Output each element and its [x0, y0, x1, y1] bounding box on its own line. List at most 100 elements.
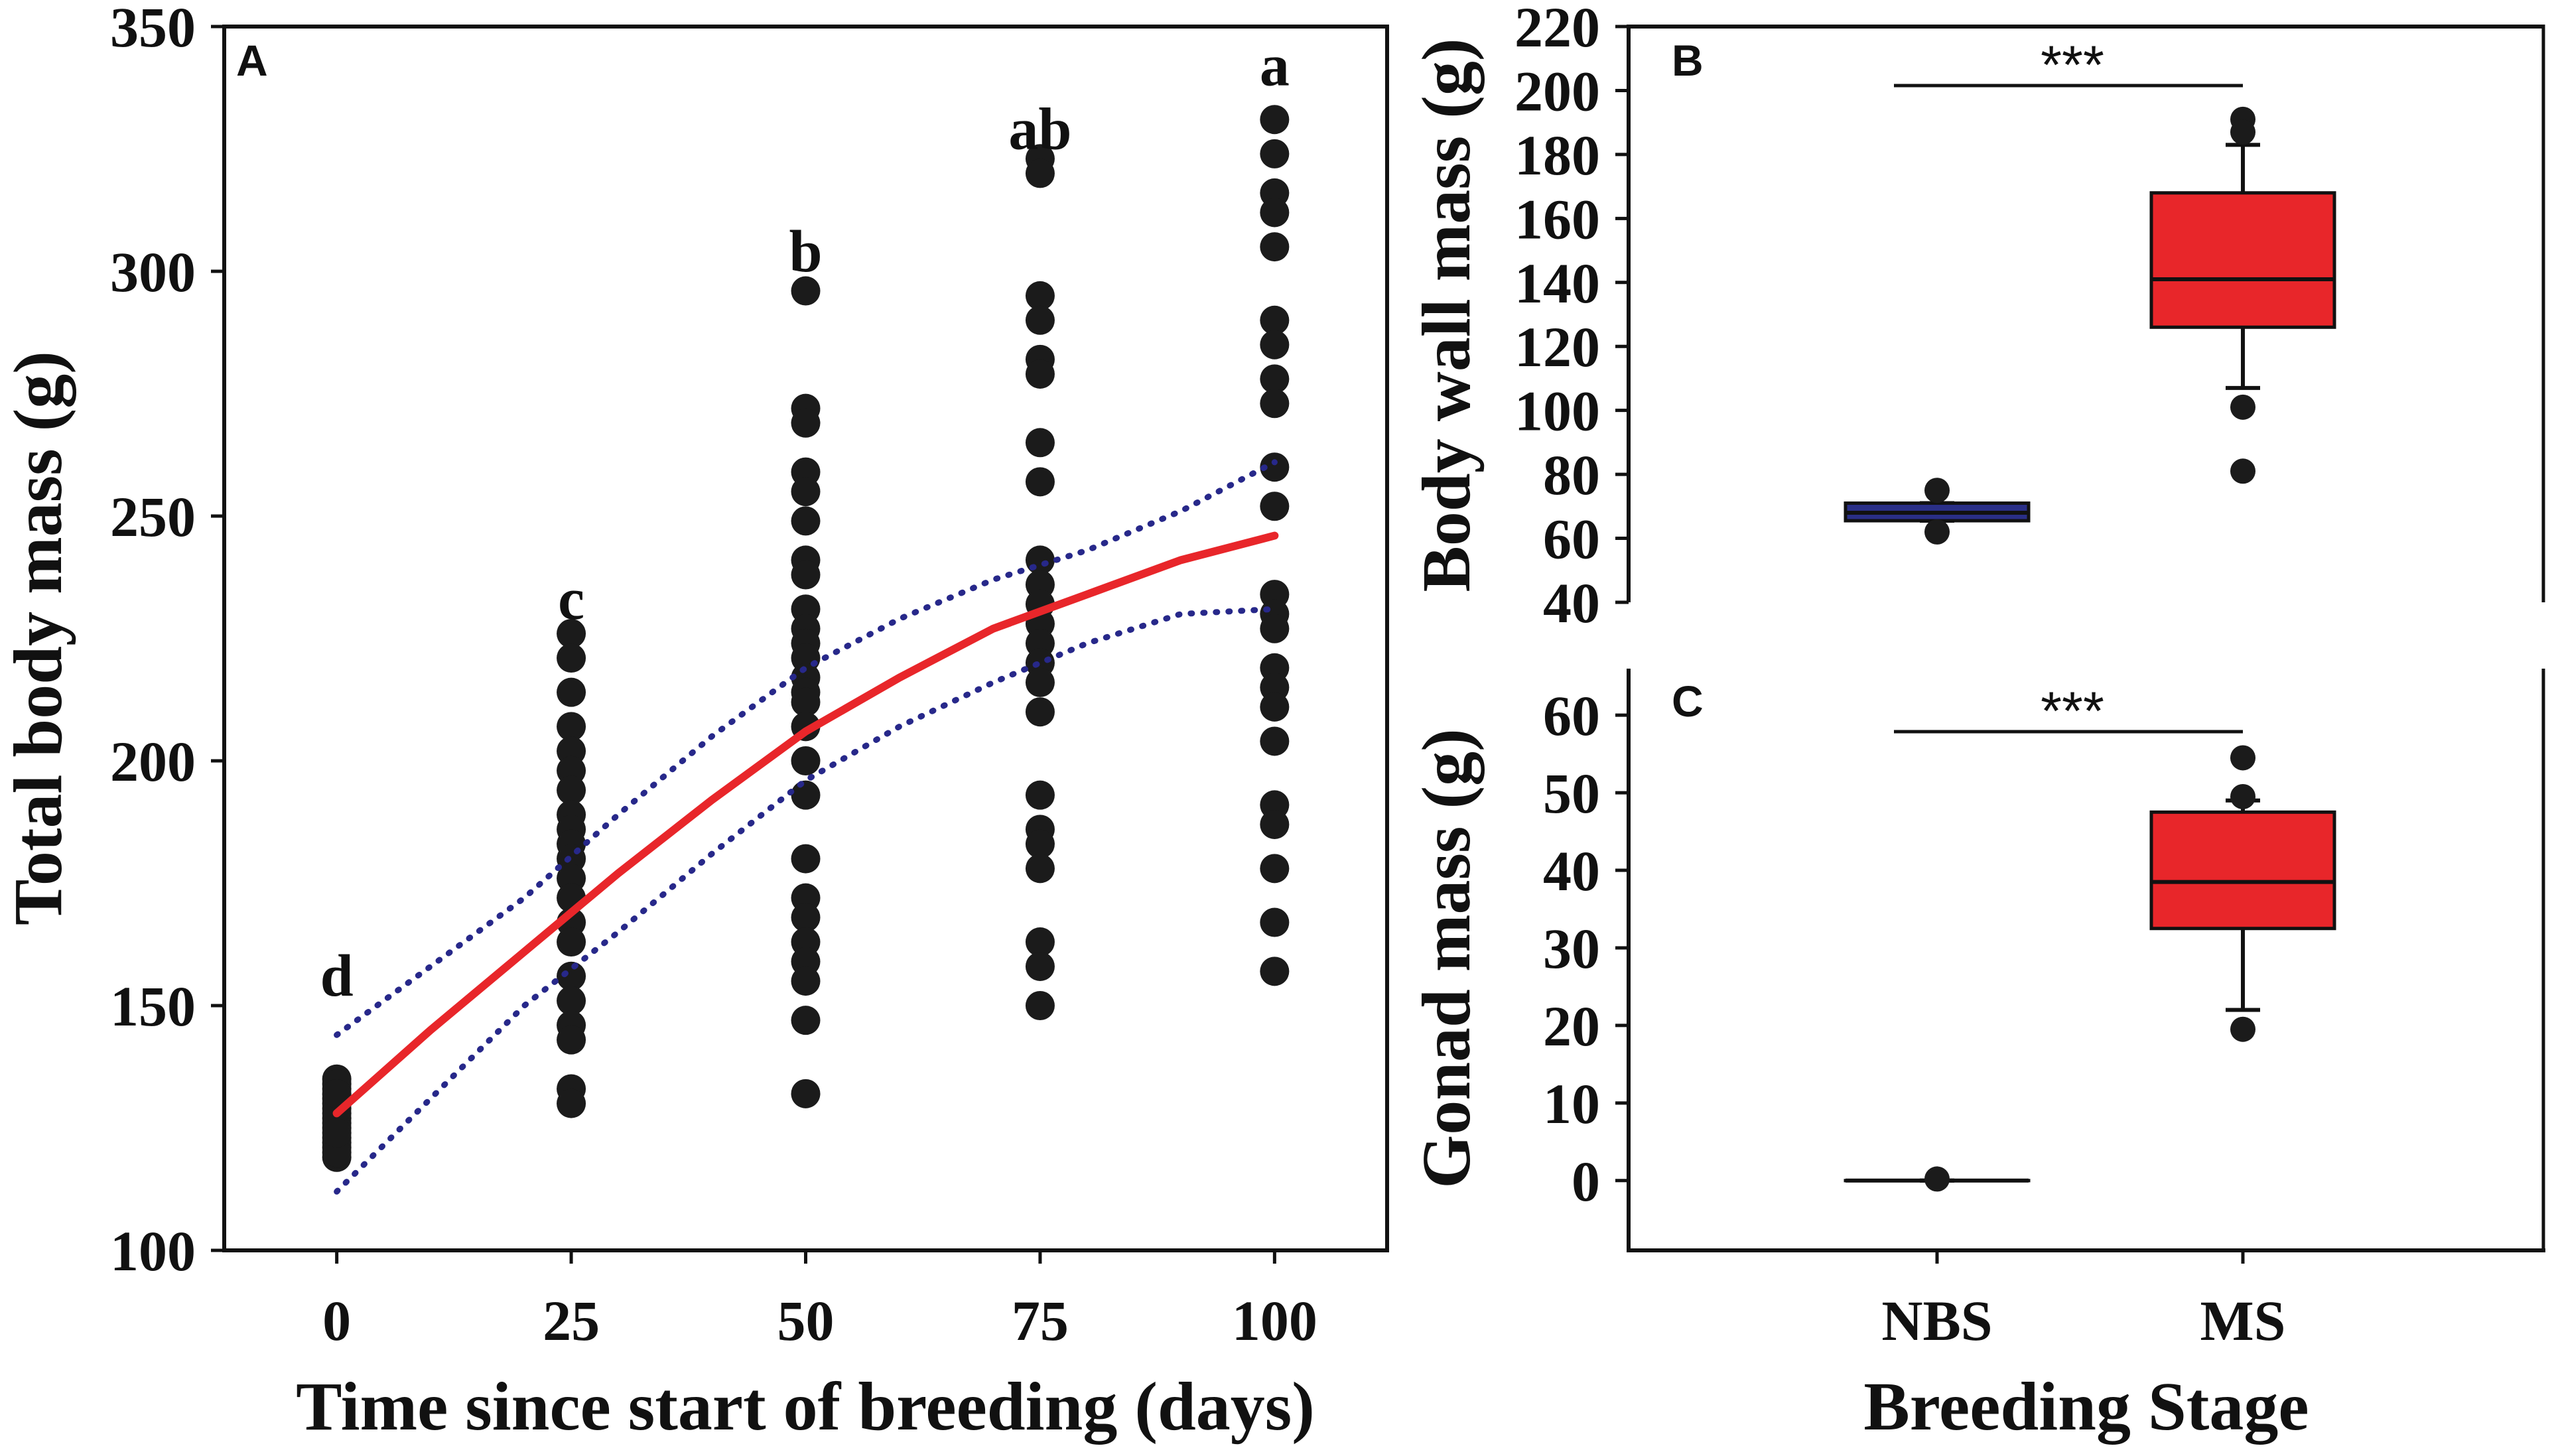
panel-a-group-letter: a — [1260, 33, 1290, 99]
panel-c-y-tick-label: 20 — [1543, 994, 1600, 1058]
panel-a-data-point — [1260, 614, 1290, 643]
panel-a-data-point — [1260, 492, 1290, 521]
panel-a-x-tick-label: 75 — [1012, 1289, 1069, 1353]
panel-c-y-tick-label: 30 — [1543, 917, 1600, 980]
panel-a-data-point — [322, 1079, 352, 1108]
panel-b-y-tick-label: 180 — [1514, 123, 1600, 187]
panel-c-significance-stars: *** — [2041, 681, 2104, 742]
panel-a-data-point — [1260, 364, 1290, 394]
panel-a-data-point — [1025, 829, 1055, 859]
panel-a-data-point — [1025, 927, 1055, 957]
panel-a-x-axis-title: Time since start of breeding (days) — [296, 1368, 1315, 1445]
panel-a-y-tick-label: 150 — [110, 974, 196, 1038]
panel-a-fit-line — [332, 531, 1279, 1118]
panel-b: B Body wall mass (g) 4060801001201401601… — [1408, 0, 2545, 635]
panel-a-y-tick-label: 100 — [110, 1219, 196, 1283]
panel-a-data-point — [1025, 667, 1055, 697]
panel-a-data-point — [557, 986, 586, 1016]
panel-b-y-tick-label: 140 — [1514, 251, 1600, 315]
panel-a-data-point — [791, 276, 821, 306]
panel-b-outlier-point — [1924, 478, 1950, 503]
panel-b-y-tick-label: 100 — [1514, 379, 1600, 443]
panel-a-data-point — [791, 844, 821, 874]
panel-b-y-tick-label: 40 — [1543, 571, 1600, 635]
panel-c-y-tick-label: 0 — [1572, 1150, 1600, 1213]
panel-c-x-tick-label: MS — [2200, 1289, 2286, 1353]
panel-a-group-letter: c — [558, 566, 584, 632]
panel-c-y-ticks: 0 10 20 30 40 50 60 — [1543, 684, 1629, 1213]
panel-c-outlier-point — [2230, 745, 2255, 771]
panel-c-x-tick-label: NBS — [1881, 1289, 1992, 1353]
panel-a-x-tick-label: 50 — [777, 1289, 835, 1353]
panel-b-outlier-point — [2230, 394, 2255, 420]
panel-a-data-point — [1260, 957, 1290, 986]
panel-c-outlier-point — [2230, 783, 2255, 809]
panel-a-data-point — [1025, 697, 1055, 727]
panel-c-y-tick-label: 50 — [1543, 761, 1600, 825]
panel-a-data-point — [791, 477, 821, 507]
panel-b-box — [2149, 191, 2336, 329]
panel-b-boxes — [1844, 106, 2336, 545]
panel-a-group-letters: d c b ab a — [320, 33, 1290, 1010]
panel-a-data-point — [1260, 452, 1290, 482]
panel-c: C Gonad mass (g) Breeding Stage 0 10 20 30 4… — [1408, 669, 2545, 1445]
panel-a-data-point — [322, 1118, 352, 1148]
panel-a-data-point — [791, 408, 821, 438]
panel-a-data-point — [1025, 159, 1055, 188]
panel-a-data-point — [1260, 692, 1290, 722]
panel-a-data-point — [1025, 991, 1055, 1020]
panel-a-data-point — [1260, 198, 1290, 228]
panel-c-y-tick-label: 60 — [1543, 684, 1600, 748]
panel-a-data-point — [1025, 854, 1055, 884]
panel-a-data-point — [791, 506, 821, 536]
panel-b-y-tick-label: 160 — [1514, 187, 1600, 251]
panel-a-data-point — [557, 712, 586, 742]
panel-c-box — [2149, 810, 2336, 931]
panel-a-data-point — [791, 1079, 821, 1108]
panel-a-data-point — [1260, 809, 1290, 839]
panel-a-y-tick-label: 350 — [110, 0, 196, 59]
panel-b-y-tick-label: 220 — [1514, 0, 1600, 59]
panel-a-data-point — [557, 619, 586, 649]
panel-b-significance-stars: *** — [2041, 35, 2104, 96]
panel-a-data-point — [1025, 780, 1055, 810]
panel-a-data-point — [557, 961, 586, 991]
panel-b-y-tick-label: 80 — [1543, 443, 1600, 507]
panel-a-x-ticks: 0 25 50 75 100 — [322, 1250, 1317, 1353]
panel-a-group-letter: b — [789, 219, 822, 285]
panel-a-data-point — [1025, 467, 1055, 497]
panel-a-y-ticks: 100 150 200 250 300 350 — [110, 0, 224, 1283]
panel-a-data-point — [791, 687, 821, 717]
panel-a-data-point — [1260, 389, 1290, 419]
panel-b-y-tick-label: 200 — [1514, 59, 1600, 123]
panel-b-y-axis-title: Body wall mass (g) — [1408, 38, 1485, 592]
panel-a-data-point — [791, 1006, 821, 1035]
panel-c-boxes — [1844, 745, 2336, 1192]
panel-a-y-tick-label: 200 — [110, 730, 196, 793]
panel-c-x-ticks: NBS MS — [1881, 1250, 2286, 1353]
panel-a-data-point — [1025, 359, 1055, 389]
panel-a-data-point — [1025, 281, 1055, 310]
panel-c-outlier-point — [1924, 1166, 1950, 1192]
panel-a-y-tick-label: 250 — [110, 485, 196, 549]
panel-a-data-point — [557, 775, 586, 805]
panel-b-label: B — [1672, 36, 1704, 85]
panel-a-data-point — [791, 746, 821, 775]
panel-a-data-point — [1025, 428, 1055, 458]
panel-a-data-point — [557, 643, 586, 673]
panel-b-outlier-point — [2230, 119, 2255, 145]
panel-c-y-tick-label: 10 — [1543, 1072, 1600, 1136]
panel-b-y-tick-label: 60 — [1543, 507, 1600, 571]
panel-a-group-letter: ab — [1008, 97, 1071, 163]
panel-a-data-point — [791, 966, 821, 996]
panel-a: A Total body mass (g) Time since start o… — [0, 0, 1389, 1445]
panel-a-curves — [332, 459, 1279, 1195]
panel-a-y-tick-label: 300 — [110, 240, 196, 304]
panel-a-data-point — [1025, 305, 1055, 335]
panel-c-y-axis-title: Gonad mass (g) — [1408, 728, 1485, 1188]
panel-a-data-point — [791, 560, 821, 590]
panel-a-x-tick-label: 25 — [543, 1289, 600, 1353]
panel-a-y-axis-title: Total body mass (g) — [0, 351, 76, 925]
